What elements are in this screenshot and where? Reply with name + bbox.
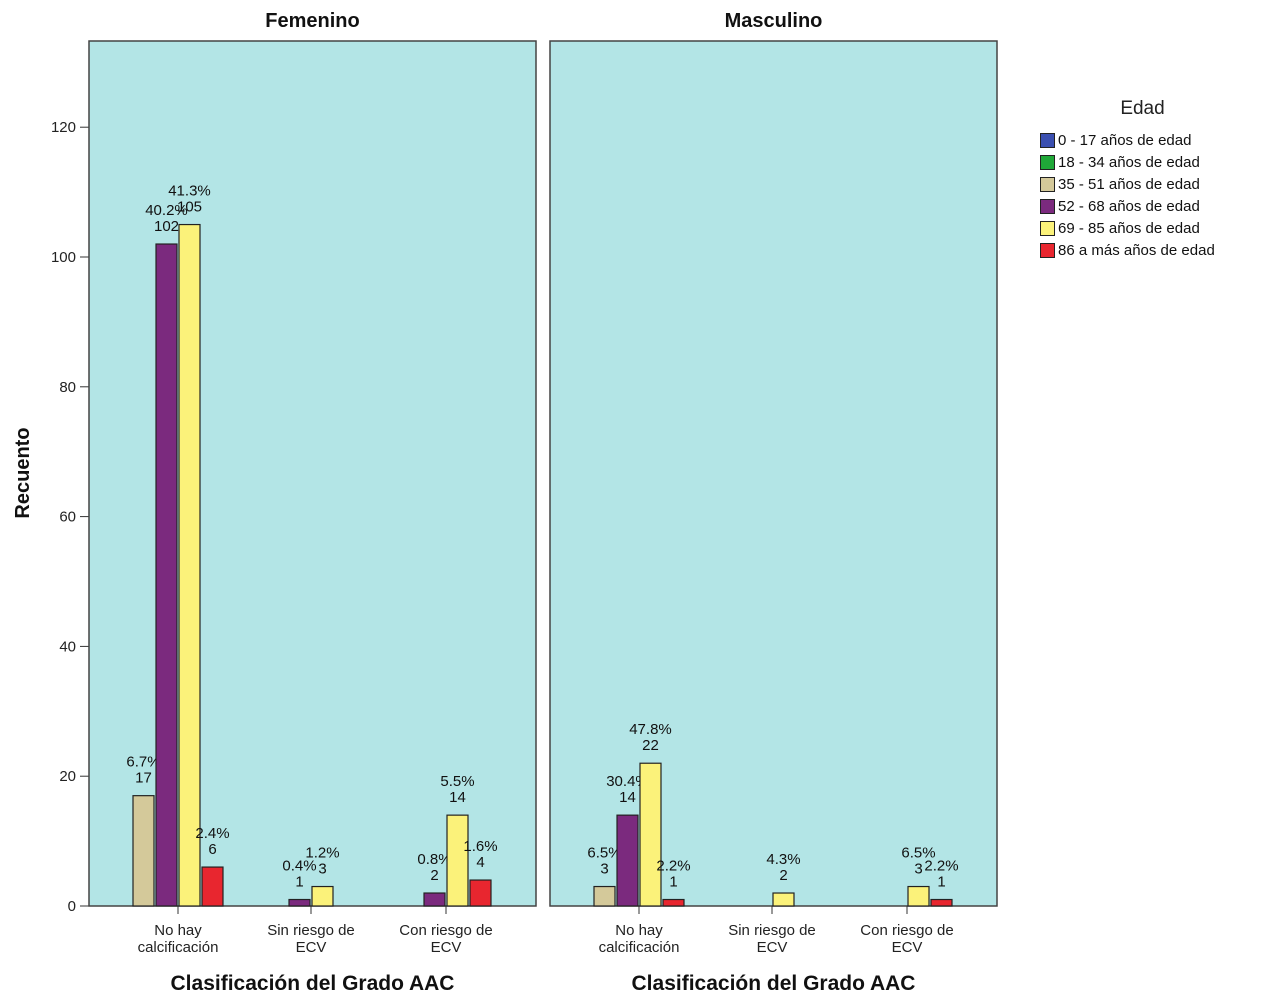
y-tick-label: 80 — [59, 379, 76, 396]
bar — [446, 814, 469, 907]
legend-item: 35 - 51 años de edad — [1040, 173, 1260, 195]
bar — [469, 879, 492, 907]
data-label-count: 1 — [937, 874, 945, 891]
bar — [423, 892, 446, 907]
data-label-percent: 30.4% — [606, 773, 649, 790]
bar — [155, 243, 178, 907]
data-label-count: 2 — [430, 867, 438, 884]
data-label-count: 3 — [600, 861, 608, 878]
data-label-count: 22 — [642, 737, 659, 754]
legend: Edad 0 - 17 años de edad 18 - 34 años de … — [1040, 98, 1260, 261]
data-label-percent: 2.2% — [656, 858, 690, 875]
legend-item: 18 - 34 años de edad — [1040, 151, 1260, 173]
legend-item: 52 - 68 años de edad — [1040, 195, 1260, 217]
bar — [593, 885, 616, 907]
y-tick-label: 60 — [59, 509, 76, 526]
data-label-count: 14 — [619, 789, 636, 806]
bar — [772, 892, 795, 907]
data-label-percent: 47.8% — [629, 721, 672, 738]
x-tick-label: ECV — [431, 939, 462, 956]
x-tick-label: calcificación — [138, 939, 219, 956]
legend-item: 69 - 85 años de edad — [1040, 217, 1260, 239]
data-label-count: 6 — [208, 841, 216, 858]
data-label-percent: 1.2% — [305, 845, 339, 862]
panel-1 — [549, 40, 998, 907]
legend-swatch — [1040, 220, 1055, 236]
data-label-count: 102 — [154, 218, 179, 235]
legend-item: 0 - 17 años de edad — [1040, 129, 1260, 151]
y-axis-label: Recuento — [12, 427, 34, 518]
bar — [930, 898, 953, 907]
data-label-percent: 0.8% — [417, 851, 451, 868]
legend-swatch — [1040, 198, 1055, 214]
panel-title: Masculino — [725, 10, 823, 32]
y-tick-label: 20 — [59, 768, 76, 785]
data-label-count: 1 — [295, 874, 303, 891]
bar — [662, 898, 685, 907]
data-label-percent: 4.3% — [766, 851, 800, 868]
y-tick-label: 40 — [59, 638, 76, 655]
x-tick-label: calcificación — [599, 939, 680, 956]
data-label-percent: 5.5% — [440, 773, 474, 790]
x-tick-label: Sin riesgo de — [267, 922, 355, 939]
legend-swatch — [1040, 132, 1055, 148]
data-label-count: 3 — [914, 861, 922, 878]
legend-item: 86 a más años de edad — [1040, 239, 1260, 261]
data-label-percent: 2.2% — [924, 858, 958, 875]
x-tick-label: Con riesgo de — [399, 922, 492, 939]
data-label-percent: 40.2% — [145, 202, 188, 219]
data-label-percent: 2.4% — [195, 825, 229, 842]
data-label-percent: 6.7% — [126, 754, 160, 771]
y-tick-label: 100 — [51, 249, 76, 266]
legend-label: 69 - 85 años de edad — [1058, 219, 1200, 237]
x-tick-label: Sin riesgo de — [728, 922, 816, 939]
data-label-percent: 41.3% — [168, 183, 211, 200]
bar — [178, 223, 201, 907]
legend-label: 0 - 17 años de edad — [1058, 131, 1192, 149]
data-label-count: 17 — [135, 770, 152, 787]
bar — [288, 898, 311, 907]
legend-swatch — [1040, 176, 1055, 192]
x-tick-label: No hay — [154, 922, 202, 939]
data-label-percent: 6.5% — [901, 845, 935, 862]
bar — [639, 762, 662, 907]
data-label-count: 1 — [669, 874, 677, 891]
bar — [616, 814, 639, 907]
bar — [907, 885, 930, 907]
legend-label: 52 - 68 años de edad — [1058, 197, 1200, 215]
x-tick-label: ECV — [892, 939, 923, 956]
bar — [201, 866, 224, 907]
legend-label: 35 - 51 años de edad — [1058, 175, 1200, 193]
panel-title: Femenino — [265, 10, 359, 32]
bar — [311, 885, 334, 907]
data-label-count: 14 — [449, 789, 466, 806]
legend-swatch — [1040, 242, 1055, 258]
legend-label: 18 - 34 años de edad — [1058, 153, 1200, 171]
x-axis-label: Clasificación del Grado AAC — [632, 972, 916, 995]
data-label-count: 3 — [318, 861, 326, 878]
x-tick-label: Con riesgo de — [860, 922, 953, 939]
data-label-percent: 1.6% — [463, 838, 497, 855]
y-tick-label: 120 — [51, 119, 76, 136]
x-tick-label: No hay — [615, 922, 663, 939]
legend-swatch — [1040, 154, 1055, 170]
y-tick-label: 0 — [68, 898, 76, 915]
data-label-percent: 6.5% — [587, 845, 621, 862]
bar — [132, 795, 155, 907]
data-label-count: 2 — [779, 867, 787, 884]
x-axis-label: Clasificación del Grado AAC — [171, 972, 455, 995]
legend-label: 86 a más años de edad — [1058, 241, 1215, 259]
data-label-count: 105 — [177, 199, 202, 216]
data-label-percent: 0.4% — [282, 858, 316, 875]
data-label-count: 4 — [476, 854, 484, 871]
x-tick-label: ECV — [296, 939, 327, 956]
x-tick-label: ECV — [757, 939, 788, 956]
legend-title: Edad — [1120, 98, 1165, 119]
